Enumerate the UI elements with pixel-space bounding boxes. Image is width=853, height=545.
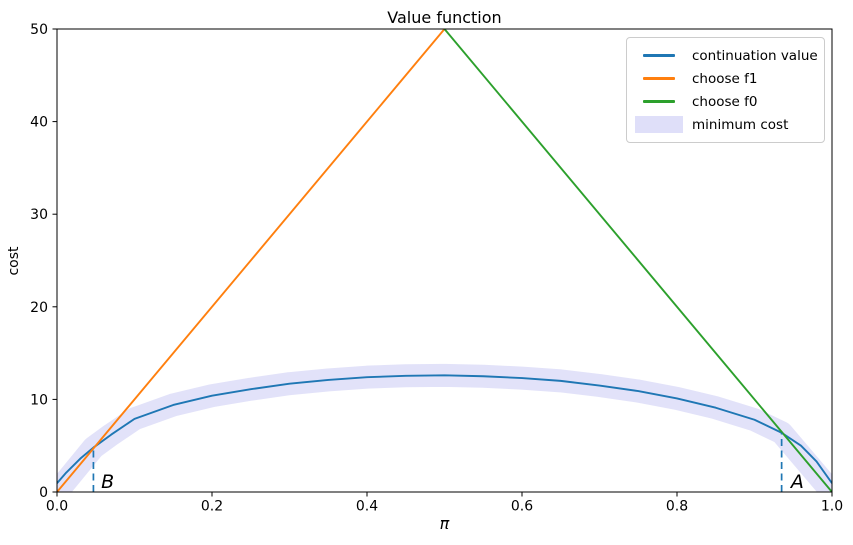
y-tick-label: 20 — [30, 300, 48, 316]
x-tick-label: 0.2 — [201, 499, 223, 515]
x-tick-label: 0.8 — [666, 499, 688, 515]
plot-lines — [57, 29, 832, 492]
legend-entry-choose-f1: choose f1 — [635, 67, 816, 90]
legend-label: minimum cost — [692, 116, 789, 133]
series-line-continuation-value — [57, 374, 832, 484]
x-axis-label: π — [439, 514, 450, 533]
legend-label: choose f0 — [692, 93, 758, 110]
legend-label: choose f1 — [692, 70, 758, 87]
x-tick-label: 1.0 — [821, 499, 843, 515]
y-tick-label: 40 — [30, 115, 48, 131]
threshold-label-A: A — [789, 471, 804, 493]
band-minimum-cost — [57, 363, 832, 492]
series-line-choose-f0 — [443, 29, 832, 492]
legend-entry-continuation-value: continuation value — [635, 44, 818, 67]
legend-line-swatch — [643, 54, 675, 57]
y-axis-label: cost — [6, 246, 22, 276]
legend-label: continuation value — [692, 47, 818, 64]
y-tick-label: 0 — [39, 485, 48, 501]
chart-title: Value function — [387, 8, 502, 27]
y-tick-label: 10 — [30, 392, 48, 408]
legend-entry-choose-f0: choose f0 — [635, 90, 816, 113]
y-tick-label: 50 — [30, 22, 48, 38]
legend: continuation value choose f1 choose f0 m… — [626, 37, 825, 143]
legend-line-swatch — [643, 100, 675, 103]
legend-entry-minimum-cost: minimum cost — [635, 113, 816, 136]
x-tick-label: 0.4 — [356, 499, 378, 515]
y-tick-label: 30 — [30, 207, 48, 223]
x-tick-label: 0.6 — [511, 499, 533, 515]
legend-line-swatch — [643, 77, 675, 80]
series-line-choose-f1 — [57, 29, 446, 492]
legend-patch-swatch — [635, 116, 683, 133]
axes-frame — [56, 28, 833, 493]
threshold-label-B: B — [101, 471, 114, 493]
x-tick-label: 0.0 — [46, 499, 68, 515]
